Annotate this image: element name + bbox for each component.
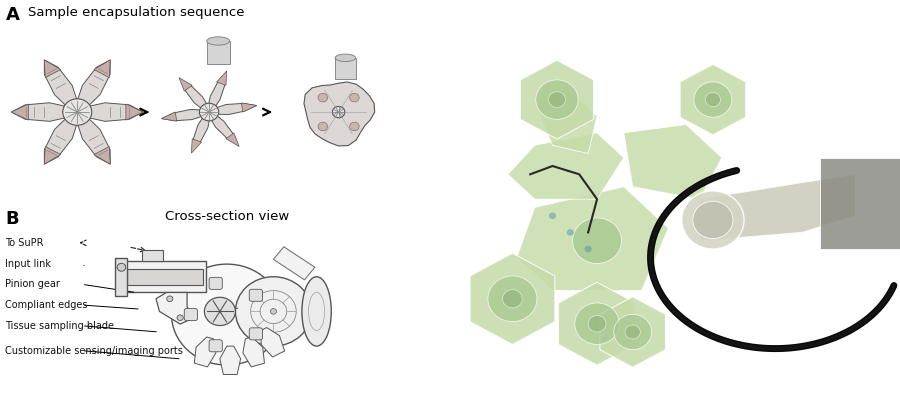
Circle shape	[549, 212, 556, 219]
Text: Customizable sensing/imaging ports: Customizable sensing/imaging ports	[4, 346, 183, 356]
Polygon shape	[156, 293, 194, 324]
Polygon shape	[94, 60, 110, 78]
Polygon shape	[77, 118, 110, 164]
Circle shape	[177, 315, 184, 320]
Polygon shape	[304, 82, 374, 146]
Polygon shape	[162, 110, 201, 121]
Bar	[142, 250, 163, 261]
Bar	[127, 269, 202, 285]
Polygon shape	[212, 116, 237, 144]
Polygon shape	[820, 158, 900, 249]
Text: Compliant edges: Compliant edges	[4, 300, 87, 310]
Polygon shape	[217, 103, 256, 115]
Ellipse shape	[302, 277, 331, 346]
Circle shape	[567, 229, 574, 236]
Polygon shape	[220, 346, 240, 374]
Circle shape	[693, 201, 733, 239]
Text: To SuPR: To SuPR	[4, 238, 43, 248]
Circle shape	[706, 93, 721, 107]
Polygon shape	[624, 124, 722, 199]
Circle shape	[200, 103, 219, 121]
Circle shape	[172, 264, 282, 365]
Polygon shape	[559, 282, 635, 365]
Polygon shape	[226, 133, 239, 146]
Text: C: C	[461, 6, 474, 24]
Text: A: A	[5, 6, 19, 24]
Text: Cross-section view: Cross-section view	[165, 210, 290, 222]
Polygon shape	[44, 60, 60, 78]
Polygon shape	[680, 64, 746, 135]
Text: Input link: Input link	[4, 259, 50, 269]
Circle shape	[117, 263, 126, 271]
Polygon shape	[192, 139, 202, 153]
Circle shape	[488, 276, 537, 322]
FancyBboxPatch shape	[209, 340, 222, 352]
FancyBboxPatch shape	[123, 261, 206, 293]
Polygon shape	[179, 78, 193, 91]
Circle shape	[332, 106, 345, 118]
Circle shape	[236, 277, 311, 346]
Text: Tissue sampling blade: Tissue sampling blade	[4, 321, 113, 331]
Polygon shape	[520, 60, 594, 139]
FancyBboxPatch shape	[249, 289, 263, 301]
Ellipse shape	[207, 37, 230, 45]
Circle shape	[204, 297, 236, 325]
Polygon shape	[126, 104, 143, 120]
Circle shape	[694, 82, 732, 117]
FancyBboxPatch shape	[249, 328, 263, 340]
Circle shape	[589, 315, 606, 332]
Polygon shape	[44, 118, 77, 164]
Polygon shape	[194, 118, 210, 149]
Circle shape	[626, 325, 640, 339]
Circle shape	[548, 92, 565, 107]
Polygon shape	[94, 146, 110, 164]
Polygon shape	[508, 133, 624, 199]
Polygon shape	[44, 60, 77, 106]
Polygon shape	[241, 103, 256, 112]
Polygon shape	[217, 71, 227, 85]
Polygon shape	[699, 174, 855, 241]
Circle shape	[349, 122, 359, 131]
Bar	[207, 41, 230, 64]
Text: Pinion gear: Pinion gear	[4, 279, 59, 289]
FancyBboxPatch shape	[184, 309, 197, 320]
Circle shape	[502, 290, 522, 308]
Polygon shape	[89, 103, 143, 121]
Circle shape	[536, 80, 578, 120]
Polygon shape	[274, 247, 315, 280]
Circle shape	[166, 296, 173, 302]
Circle shape	[572, 218, 622, 264]
Polygon shape	[261, 327, 284, 357]
Text: Sample encapsulation sequence: Sample encapsulation sequence	[28, 6, 245, 19]
Polygon shape	[181, 80, 206, 108]
Circle shape	[585, 246, 591, 252]
Polygon shape	[600, 297, 665, 367]
Polygon shape	[209, 75, 225, 106]
Polygon shape	[77, 60, 110, 106]
Circle shape	[349, 93, 359, 102]
Circle shape	[63, 99, 92, 125]
Circle shape	[270, 309, 276, 314]
Polygon shape	[470, 253, 555, 344]
Polygon shape	[517, 187, 669, 290]
Polygon shape	[12, 104, 29, 120]
Polygon shape	[44, 146, 60, 164]
FancyBboxPatch shape	[209, 277, 222, 289]
Circle shape	[318, 93, 328, 102]
Text: 5 cm: 5 cm	[806, 396, 833, 406]
Text: B: B	[5, 210, 19, 227]
Polygon shape	[243, 337, 265, 367]
Polygon shape	[161, 112, 176, 121]
Circle shape	[681, 191, 744, 249]
Circle shape	[575, 303, 619, 344]
Circle shape	[318, 122, 328, 131]
Bar	[114, 258, 127, 295]
Ellipse shape	[335, 54, 356, 61]
Polygon shape	[535, 91, 597, 154]
Polygon shape	[194, 337, 216, 367]
Polygon shape	[12, 103, 66, 121]
Circle shape	[614, 315, 652, 349]
Bar	[335, 58, 356, 78]
